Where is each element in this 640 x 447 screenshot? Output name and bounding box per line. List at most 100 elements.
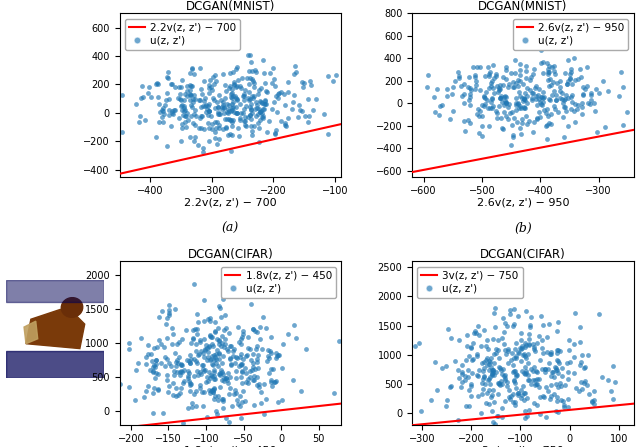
Point (160, 101, 170, 109)
Point (158, 410, 168, 417)
Point (506, 356, 516, 363)
Point (494, 84, 504, 91)
Point (470, 329, 481, 337)
Point (488, 84, 499, 91)
Point (248, 377, 258, 384)
Point (238, 355, 248, 363)
Point (436, 365, 447, 372)
Point (269, 76, 279, 83)
Point (205, 357, 216, 364)
Point (511, 371, 521, 378)
Point (505, 311, 515, 318)
Point (546, 81, 556, 89)
Point (245, 346, 255, 353)
Point (230, 367, 241, 375)
Point (259, 70, 269, 77)
Point (221, 375, 232, 382)
Point (474, 393, 484, 400)
Point (221, 123, 232, 130)
Point (190, 122, 200, 129)
Point (460, 372, 470, 380)
Point (442, 92, 452, 99)
Point (234, 133, 244, 140)
Point (229, 108, 239, 115)
Point (176, 362, 186, 369)
Point (148, 390, 159, 397)
Point (181, 123, 191, 131)
Point (224, 329, 234, 336)
Point (130, 396, 140, 403)
Point (177, 101, 187, 108)
Point (534, 393, 545, 401)
Point (520, 371, 530, 378)
Point (550, 380, 561, 387)
Point (516, 120, 527, 127)
Point (238, 387, 248, 394)
Point (493, 354, 504, 361)
Point (219, 326, 229, 333)
Point (483, 346, 493, 353)
Point (445, 382, 456, 389)
Point (236, 415, 246, 422)
Point (224, 107, 234, 114)
Point (521, 75, 531, 82)
Point (166, 107, 177, 114)
Point (447, 90, 457, 97)
Point (509, 84, 519, 91)
Point (264, 117, 275, 124)
Point (300, 112, 310, 119)
Point (178, 111, 188, 118)
Point (441, 403, 451, 410)
Point (179, 378, 189, 385)
Point (487, 104, 497, 111)
Point (266, 383, 276, 390)
Point (524, 118, 534, 125)
Point (538, 94, 548, 101)
Point (529, 363, 539, 370)
Point (552, 367, 562, 374)
Point (509, 376, 519, 383)
Point (259, 381, 269, 388)
Point (483, 97, 493, 104)
Point (173, 359, 183, 367)
Point (183, 367, 193, 375)
Point (470, 73, 480, 80)
Point (209, 385, 219, 392)
Point (479, 373, 489, 380)
Point (484, 360, 494, 367)
Point (497, 98, 508, 105)
Point (511, 371, 522, 379)
Point (283, 331, 293, 338)
Point (218, 339, 228, 346)
Point (507, 108, 517, 115)
Point (535, 357, 545, 364)
Point (272, 108, 282, 115)
Point (191, 113, 201, 120)
Point (240, 397, 250, 405)
Point (559, 104, 570, 111)
Point (155, 109, 165, 116)
Point (497, 414, 508, 421)
Point (530, 381, 540, 388)
Point (304, 112, 314, 119)
Point (197, 90, 207, 97)
Point (226, 116, 236, 123)
Point (220, 95, 230, 102)
Point (490, 324, 500, 331)
Point (519, 396, 529, 404)
Point (570, 77, 580, 84)
Point (252, 373, 262, 380)
Point (207, 352, 217, 359)
Point (267, 105, 277, 113)
Point (151, 361, 161, 368)
Point (237, 367, 247, 375)
Point (233, 324, 243, 331)
Point (594, 89, 604, 97)
Point (553, 108, 563, 115)
Point (198, 388, 209, 396)
Point (487, 370, 497, 377)
Point (500, 98, 510, 105)
Point (223, 105, 233, 112)
Point (485, 358, 495, 366)
Point (513, 101, 523, 108)
